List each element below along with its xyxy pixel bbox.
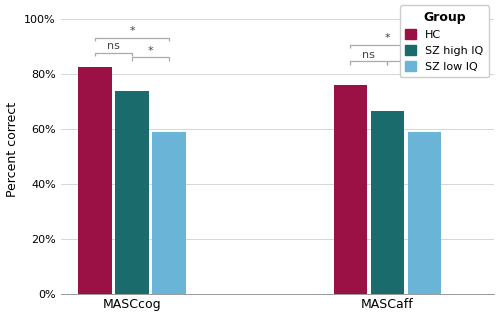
Bar bbox=[78, 68, 112, 294]
Bar bbox=[370, 111, 404, 294]
Y-axis label: Percent correct: Percent correct bbox=[6, 102, 18, 197]
Text: ns: ns bbox=[400, 50, 412, 60]
Bar bbox=[116, 91, 148, 294]
Bar bbox=[408, 132, 441, 294]
Text: ns: ns bbox=[107, 42, 120, 51]
Text: *: * bbox=[148, 46, 154, 55]
Text: ns: ns bbox=[362, 50, 375, 60]
Legend: HC, SZ high IQ, SZ low IQ: HC, SZ high IQ, SZ low IQ bbox=[400, 5, 489, 77]
Bar bbox=[334, 85, 367, 294]
Bar bbox=[152, 132, 186, 294]
Text: *: * bbox=[384, 33, 390, 43]
Text: *: * bbox=[129, 26, 135, 36]
